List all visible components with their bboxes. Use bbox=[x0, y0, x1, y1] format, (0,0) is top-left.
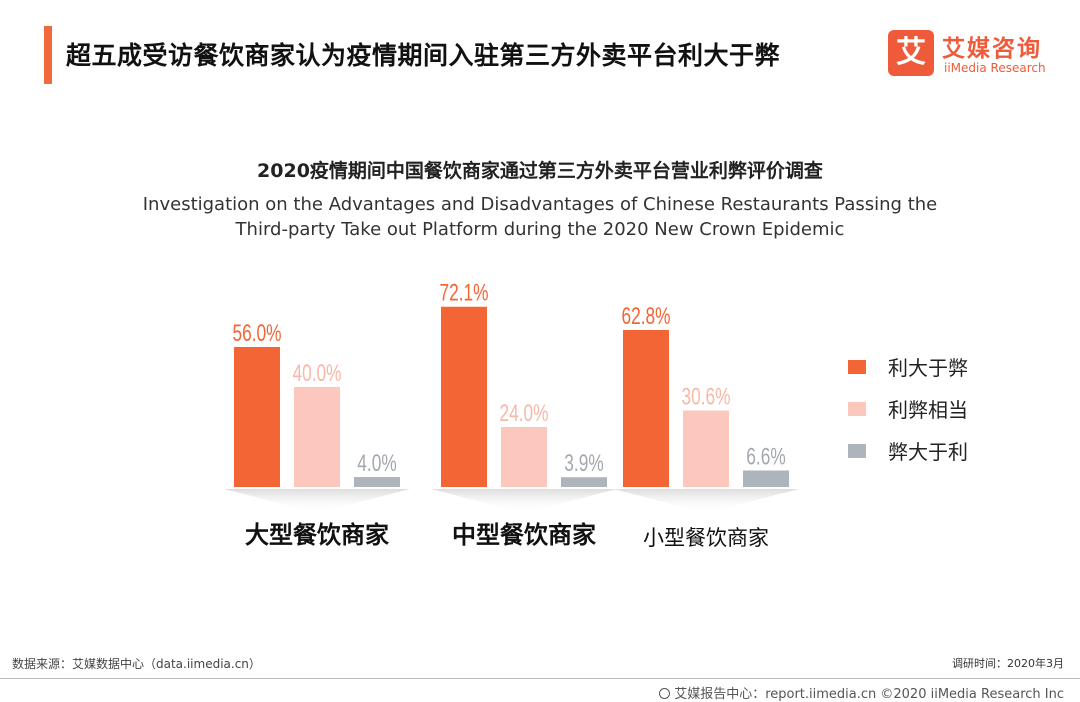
data-label: 4.0% bbox=[357, 450, 396, 476]
legend-label-benefit: 利大于弊 bbox=[888, 356, 968, 380]
category-shadow bbox=[431, 489, 617, 513]
data-label: 6.6% bbox=[746, 444, 785, 470]
legend-swatch-harm bbox=[848, 444, 866, 458]
globe-icon bbox=[659, 688, 671, 699]
category-label: 大型餐饮商家 bbox=[245, 521, 389, 549]
legend-swatch-equal bbox=[848, 402, 866, 416]
data-label: 30.6% bbox=[682, 384, 731, 410]
chart-title: 2020疫情期间中国餐饮商家通过第三方外卖平台营业利弊评价调查 bbox=[257, 160, 823, 182]
bar bbox=[234, 347, 280, 487]
report-center-text: 艾媒报告中心：report.iimedia.cn ©2020 iiMedia R… bbox=[674, 687, 1064, 702]
logo-cn-text: 艾媒咨询 bbox=[942, 36, 1042, 62]
chart-subtitle-line-2: Third-party Take out Platform during the… bbox=[235, 219, 845, 240]
bar bbox=[683, 410, 729, 487]
report-center: 艾媒报告中心：report.iimedia.cn ©2020 iiMedia R… bbox=[659, 683, 1064, 702]
chart-subtitle-line-1: Investigation on the Advantages and Disa… bbox=[142, 194, 938, 215]
data-label: 24.0% bbox=[500, 400, 549, 426]
bar bbox=[561, 477, 607, 487]
bar bbox=[623, 330, 669, 487]
bar bbox=[743, 470, 789, 487]
brand-logo: 艾 艾媒咨询 iiMedia Research bbox=[888, 30, 1064, 82]
legend-label-harm: 弊大于利 bbox=[888, 440, 968, 464]
data-label: 40.0% bbox=[293, 360, 342, 386]
page-title: 超五成受访餐饮商家认为疫情期间入驻第三方外卖平台利大于弊 bbox=[66, 41, 781, 70]
category-label: 小型餐饮商家 bbox=[643, 526, 769, 550]
data-source: 数据来源：艾媒数据中心（data.iimedia.cn） bbox=[12, 657, 261, 671]
category-shadow bbox=[224, 489, 410, 513]
logo-en-text: iiMedia Research bbox=[944, 61, 1046, 75]
bar bbox=[441, 306, 487, 487]
bar bbox=[501, 427, 547, 487]
data-label: 56.0% bbox=[233, 320, 282, 346]
header-accent-bar bbox=[44, 26, 52, 84]
footer-divider bbox=[0, 678, 1080, 679]
legend-label-equal: 利弊相当 bbox=[888, 398, 968, 422]
data-label: 72.1% bbox=[440, 280, 489, 306]
data-label: 62.8% bbox=[622, 303, 671, 329]
bar bbox=[354, 477, 400, 487]
category-label: 中型餐饮商家 bbox=[452, 521, 596, 549]
legend-swatch-benefit bbox=[848, 360, 866, 374]
category-shadow bbox=[613, 489, 799, 513]
survey-time: 调研时间：2020年3月 bbox=[952, 657, 1064, 670]
bar bbox=[294, 387, 340, 487]
logo-mark: 艾 bbox=[888, 30, 934, 76]
data-label: 3.9% bbox=[564, 451, 603, 477]
